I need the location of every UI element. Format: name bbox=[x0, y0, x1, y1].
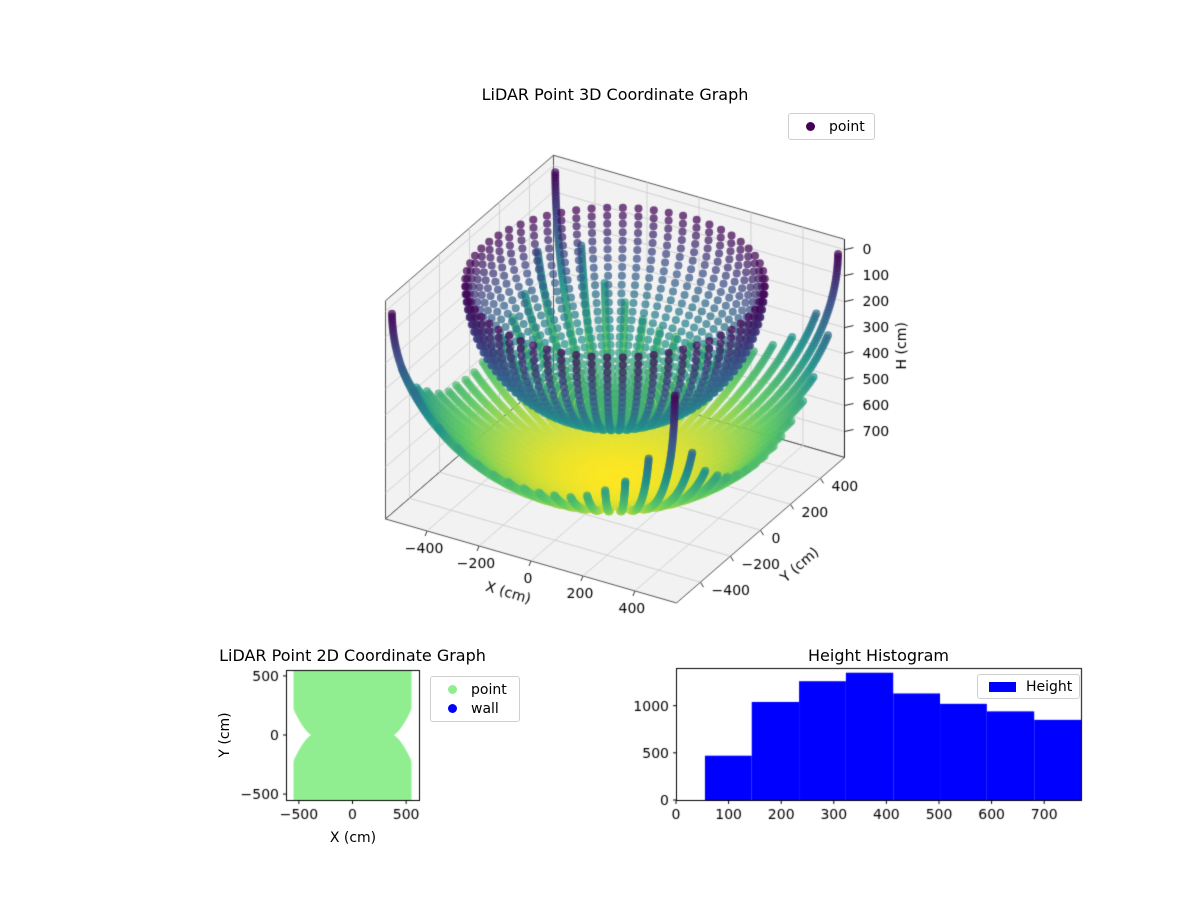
height-patch-icon bbox=[989, 681, 1016, 692]
point-marker-icon bbox=[806, 122, 815, 131]
legend-item-point3d: point bbox=[798, 117, 865, 136]
plot2d-xlabel: X (cm) bbox=[329, 830, 377, 846]
plot3d-legend: point bbox=[788, 113, 875, 140]
legend-item-point: point bbox=[440, 680, 509, 699]
wall-marker-icon bbox=[448, 704, 457, 713]
legend-label: Height bbox=[1026, 678, 1073, 695]
plot3d-title: LiDAR Point 3D Coordinate Graph bbox=[481, 85, 749, 104]
point-marker-icon bbox=[448, 685, 457, 694]
histogram-legend: Height bbox=[977, 674, 1080, 699]
plot2d-legend: point wall bbox=[430, 676, 520, 722]
legend-label: point bbox=[829, 118, 865, 135]
legend-label: wall bbox=[471, 700, 499, 717]
legend-item-height: Height bbox=[987, 678, 1073, 695]
plot2d-ylabel: Y (cm) bbox=[217, 712, 233, 758]
legend-label: point bbox=[471, 681, 507, 698]
legend-item-wall: wall bbox=[440, 699, 509, 718]
plot2d-title: LiDAR Point 2D Coordinate Graph bbox=[219, 646, 486, 665]
plot2d-canvas bbox=[220, 662, 450, 842]
plot3d-canvas bbox=[300, 100, 920, 660]
